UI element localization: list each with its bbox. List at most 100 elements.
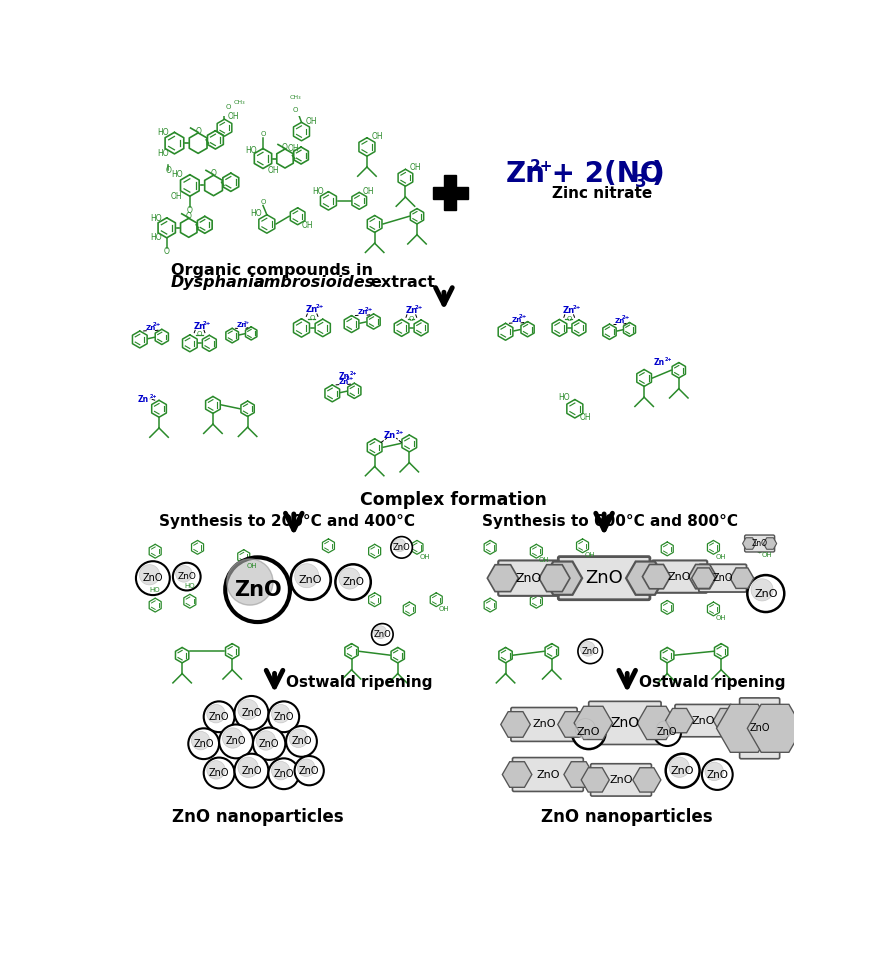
Text: Zinc nitrate: Zinc nitrate — [551, 186, 652, 200]
Text: ZnO: ZnO — [273, 711, 294, 722]
Bar — [433, 187, 468, 199]
Text: ZnO: ZnO — [515, 572, 542, 585]
Text: O: O — [187, 206, 193, 215]
FancyBboxPatch shape — [511, 708, 577, 741]
Circle shape — [747, 575, 784, 612]
Text: OH: OH — [585, 552, 596, 559]
Text: O: O — [165, 166, 171, 174]
Text: ZnO: ZnO — [373, 630, 391, 639]
Text: ZnO nanoparticles: ZnO nanoparticles — [542, 808, 713, 826]
Text: 2+: 2+ — [365, 307, 373, 312]
Circle shape — [204, 702, 235, 732]
Text: HO: HO — [150, 587, 160, 592]
Text: Zn: Zn — [405, 307, 418, 316]
Text: CH₃: CH₃ — [234, 100, 246, 105]
Text: Zn: Zn — [384, 431, 396, 440]
FancyBboxPatch shape — [590, 764, 651, 796]
Circle shape — [751, 579, 773, 601]
Text: HO: HO — [558, 393, 570, 403]
Text: CH₃: CH₃ — [289, 95, 301, 100]
Text: O: O — [566, 316, 572, 321]
Text: Organic compounds in: Organic compounds in — [171, 262, 373, 278]
Text: OH: OH — [539, 558, 550, 563]
Text: Zn: Zn — [306, 305, 319, 314]
Text: ZnO: ZnO — [585, 569, 623, 588]
Circle shape — [393, 539, 406, 552]
Text: Zn: Zn — [236, 322, 247, 328]
Text: 2+: 2+ — [345, 376, 354, 381]
Text: HO: HO — [150, 232, 162, 242]
FancyBboxPatch shape — [558, 557, 650, 600]
Circle shape — [207, 761, 226, 779]
FancyBboxPatch shape — [512, 758, 583, 792]
FancyBboxPatch shape — [740, 698, 780, 759]
Text: Zn: Zn — [358, 309, 367, 316]
Text: ZnO: ZnO — [273, 769, 294, 778]
Text: + 2(NO: + 2(NO — [542, 160, 663, 188]
Text: ZnO: ZnO — [581, 647, 599, 655]
Text: OH: OH — [228, 112, 240, 121]
Text: ZnO: ZnO — [532, 719, 556, 730]
Circle shape — [272, 705, 290, 723]
Text: ZnO: ZnO — [706, 770, 728, 779]
FancyBboxPatch shape — [699, 564, 747, 592]
Text: 2+: 2+ — [150, 394, 157, 399]
Text: Zn: Zn — [338, 378, 349, 384]
Text: 2+: 2+ — [621, 316, 630, 320]
Text: ZnO: ZnO — [299, 575, 322, 585]
FancyBboxPatch shape — [498, 560, 559, 596]
Text: 2+: 2+ — [153, 322, 161, 327]
Text: ZnO: ZnO — [242, 766, 262, 775]
Text: ZnO: ZnO — [668, 572, 691, 582]
Text: Ostwald ripening: Ostwald ripening — [639, 676, 785, 690]
Text: O: O — [211, 169, 217, 178]
Text: Zn: Zn — [512, 317, 521, 323]
Text: ZnO: ZnO — [712, 573, 733, 583]
Text: O: O — [260, 198, 266, 204]
Text: OH: OH — [246, 562, 257, 569]
Circle shape — [227, 559, 273, 605]
Text: Zn: Zn — [338, 372, 350, 381]
Text: Synthesis to 600°C and 800°C: Synthesis to 600°C and 800°C — [482, 514, 738, 529]
Text: ambrosioides: ambrosioides — [254, 275, 375, 290]
Circle shape — [578, 639, 603, 664]
Text: ZnO: ZnO — [234, 580, 281, 600]
Circle shape — [295, 563, 319, 588]
Circle shape — [238, 699, 258, 719]
Text: Dysphania: Dysphania — [171, 275, 265, 290]
Circle shape — [204, 758, 235, 788]
Text: OH: OH — [580, 413, 591, 422]
Text: extract: extract — [371, 275, 435, 290]
Circle shape — [191, 732, 210, 750]
Text: ZnO: ZnO — [692, 715, 715, 726]
Text: HO: HO — [171, 170, 182, 179]
Circle shape — [268, 702, 299, 732]
Text: OH: OH — [302, 221, 313, 230]
Text: OH: OH — [439, 606, 450, 612]
Circle shape — [136, 561, 170, 595]
Text: OH: OH — [716, 616, 727, 621]
Text: ZnO: ZnO — [259, 739, 280, 748]
Circle shape — [572, 715, 605, 749]
Text: ZnO nanoparticles: ZnO nanoparticles — [172, 808, 343, 826]
Circle shape — [295, 756, 324, 785]
Text: ZnO: ZnO — [242, 708, 262, 718]
Text: ZnO: ZnO — [657, 727, 678, 738]
Text: 2+: 2+ — [415, 305, 423, 311]
Circle shape — [207, 705, 226, 723]
Text: Zn: Zn — [654, 358, 666, 367]
Text: ZnO: ZnO — [671, 766, 695, 775]
Text: Zn: Zn — [505, 160, 545, 188]
Text: ZnO: ZnO — [611, 716, 640, 730]
Circle shape — [286, 726, 317, 757]
Circle shape — [669, 757, 689, 777]
Text: Zn: Zn — [614, 318, 625, 324]
Text: ZnO: ZnO — [209, 768, 229, 778]
Text: Complex formation: Complex formation — [359, 491, 547, 508]
Text: ZnO: ZnO — [299, 766, 319, 775]
Text: ZnO: ZnO — [751, 539, 767, 548]
Text: ZnO: ZnO — [209, 711, 229, 722]
Text: OH: OH — [305, 117, 318, 126]
Circle shape — [189, 728, 219, 759]
Text: HO: HO — [250, 209, 262, 218]
